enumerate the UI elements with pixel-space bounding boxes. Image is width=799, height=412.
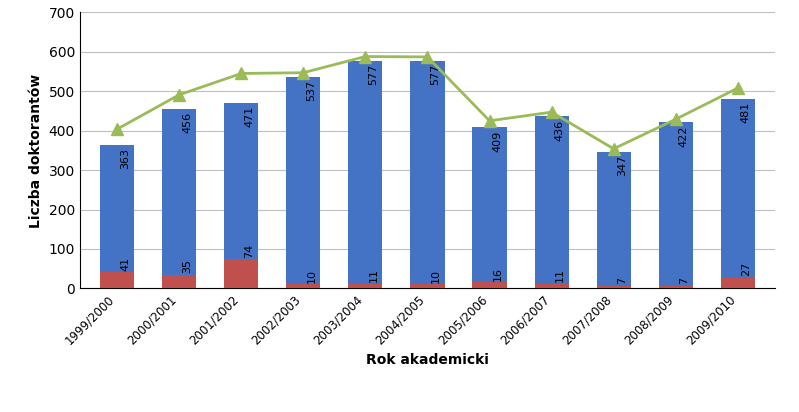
Bar [162, 274, 197, 288]
Bar [100, 272, 134, 288]
Text: 436: 436 [555, 119, 565, 141]
Bar [100, 145, 134, 288]
Text: 7: 7 [617, 277, 626, 284]
Bar [225, 259, 258, 288]
Bar [472, 282, 507, 288]
Text: 27: 27 [741, 262, 751, 276]
Bar [162, 109, 197, 288]
Text: 74: 74 [244, 243, 254, 258]
Text: 481: 481 [741, 102, 751, 123]
Text: 471: 471 [244, 106, 254, 127]
Bar [472, 127, 507, 288]
Bar [535, 117, 569, 288]
Text: 41: 41 [120, 257, 130, 271]
Text: 577: 577 [431, 64, 440, 85]
Bar [286, 284, 320, 288]
Bar [348, 284, 383, 288]
Text: 11: 11 [555, 269, 565, 283]
Text: 537: 537 [307, 80, 316, 101]
Bar [411, 61, 444, 288]
Text: 577: 577 [368, 64, 379, 85]
X-axis label: Rok akademicki: Rok akademicki [366, 353, 489, 367]
Bar [348, 61, 383, 288]
Text: 11: 11 [368, 269, 379, 283]
Bar [411, 284, 444, 288]
Bar [721, 278, 755, 288]
Y-axis label: Liczba doktorantów: Liczba doktorantów [29, 73, 43, 227]
Bar [597, 152, 630, 288]
Bar [535, 284, 569, 288]
Text: 10: 10 [431, 269, 440, 283]
Text: 16: 16 [493, 267, 503, 281]
Text: 10: 10 [307, 269, 316, 283]
Text: 456: 456 [182, 112, 193, 133]
Text: 35: 35 [182, 259, 193, 273]
Text: 347: 347 [617, 155, 626, 176]
Text: 7: 7 [679, 277, 689, 284]
Bar [721, 99, 755, 288]
Legend: studia stacjonarne, studia niestacjonarne, razem: studia stacjonarne, studia niestacjonarn… [216, 411, 639, 412]
Bar [658, 286, 693, 288]
Bar [658, 122, 693, 288]
Bar [225, 103, 258, 288]
Bar [597, 286, 630, 288]
Text: 363: 363 [120, 148, 130, 169]
Text: 409: 409 [493, 130, 503, 152]
Bar [286, 77, 320, 288]
Text: 422: 422 [679, 125, 689, 147]
